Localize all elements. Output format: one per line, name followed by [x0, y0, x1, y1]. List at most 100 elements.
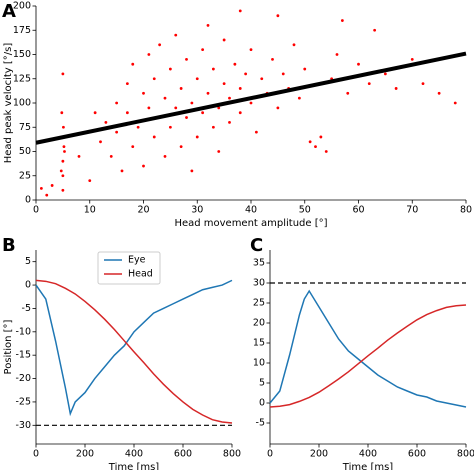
x-tick-label: 200: [76, 449, 94, 460]
point: [163, 154, 167, 158]
y-tick-label: -10: [15, 326, 31, 337]
y-tick-label: 175: [13, 25, 31, 36]
x-tick-label: 600: [174, 449, 192, 460]
point: [142, 91, 145, 95]
point: [233, 62, 237, 66]
y-tick-label: 50: [19, 146, 31, 157]
point: [201, 111, 205, 115]
x-tick-label: 0: [33, 205, 39, 216]
point: [244, 72, 248, 76]
point: [222, 38, 226, 42]
y-tick-label: -5: [22, 303, 31, 314]
x-tick-label: 800: [457, 449, 474, 460]
y-tick-label: 15: [253, 338, 265, 349]
point: [238, 111, 242, 115]
y-tick-label: 100: [13, 98, 31, 109]
point: [168, 125, 172, 129]
point: [152, 77, 156, 81]
panel-label: A: [2, 1, 16, 22]
y-tick-label: -30: [15, 420, 31, 431]
point: [152, 135, 156, 139]
legend-label: Head: [128, 269, 153, 280]
point: [179, 87, 183, 90]
y-tick-label: 75: [19, 122, 31, 133]
y-tick-label: 35: [253, 258, 265, 269]
point: [410, 57, 414, 61]
point: [125, 111, 129, 115]
series-line: [35, 279, 233, 424]
series-line: [35, 279, 233, 417]
point: [179, 145, 183, 149]
point: [131, 62, 135, 66]
point: [61, 159, 65, 163]
point: [45, 193, 49, 197]
point: [109, 154, 113, 158]
y-tick-label: 5: [259, 378, 265, 389]
point: [228, 96, 231, 100]
point: [190, 101, 194, 105]
point: [217, 150, 221, 153]
y-tick-label: 200: [13, 1, 31, 12]
point: [158, 43, 162, 47]
point: [271, 57, 274, 61]
y-tick-label: 5: [25, 256, 31, 267]
point: [59, 169, 63, 173]
fit-line: [35, 51, 467, 145]
point: [61, 72, 65, 76]
y-tick-label: 150: [13, 49, 31, 60]
point: [147, 53, 151, 56]
point: [131, 145, 135, 149]
point: [142, 164, 145, 168]
point: [324, 150, 328, 153]
x-tick-label: 800: [223, 449, 241, 460]
point: [260, 77, 264, 81]
panel-label: C: [250, 235, 263, 256]
point: [281, 72, 285, 76]
point: [383, 72, 387, 76]
point: [136, 125, 140, 129]
point: [77, 154, 81, 158]
point: [373, 28, 377, 32]
point: [185, 57, 188, 61]
point: [174, 106, 178, 110]
y-tick-label: -5: [256, 418, 265, 429]
y-tick-label: 0: [259, 398, 265, 409]
point: [115, 130, 119, 134]
series-line: [269, 304, 467, 408]
point: [249, 48, 253, 52]
series-line: [269, 289, 467, 408]
point: [206, 91, 210, 95]
point: [62, 145, 66, 149]
x-tick-label: 0: [33, 449, 39, 460]
point: [195, 77, 199, 81]
x-axis-label: Time [ms]: [342, 462, 394, 470]
y-tick-label: 125: [13, 73, 31, 84]
y-tick-label: 0: [25, 280, 31, 291]
point: [147, 106, 151, 110]
point: [308, 140, 312, 144]
point: [88, 179, 92, 183]
y-tick-label: 25: [19, 170, 31, 181]
legend-label: Eye: [128, 255, 146, 266]
y-tick-label: -25: [15, 396, 31, 407]
point: [211, 125, 215, 129]
x-tick-label: 60: [352, 205, 364, 216]
point: [357, 62, 360, 66]
x-tick-label: 30: [191, 205, 203, 216]
point: [249, 101, 253, 105]
x-tick-label: 50: [299, 205, 311, 216]
point: [201, 48, 205, 52]
x-tick-label: 70: [406, 205, 418, 216]
y-tick-label: 10: [253, 358, 265, 369]
point: [174, 33, 178, 37]
point: [276, 14, 280, 18]
x-tick-label: 0: [267, 449, 273, 460]
point: [115, 101, 119, 105]
point: [276, 106, 280, 110]
point: [190, 169, 194, 173]
x-tick-label: 600: [408, 449, 426, 460]
x-tick-label: 20: [137, 205, 149, 216]
point: [319, 135, 323, 139]
point: [421, 82, 425, 85]
